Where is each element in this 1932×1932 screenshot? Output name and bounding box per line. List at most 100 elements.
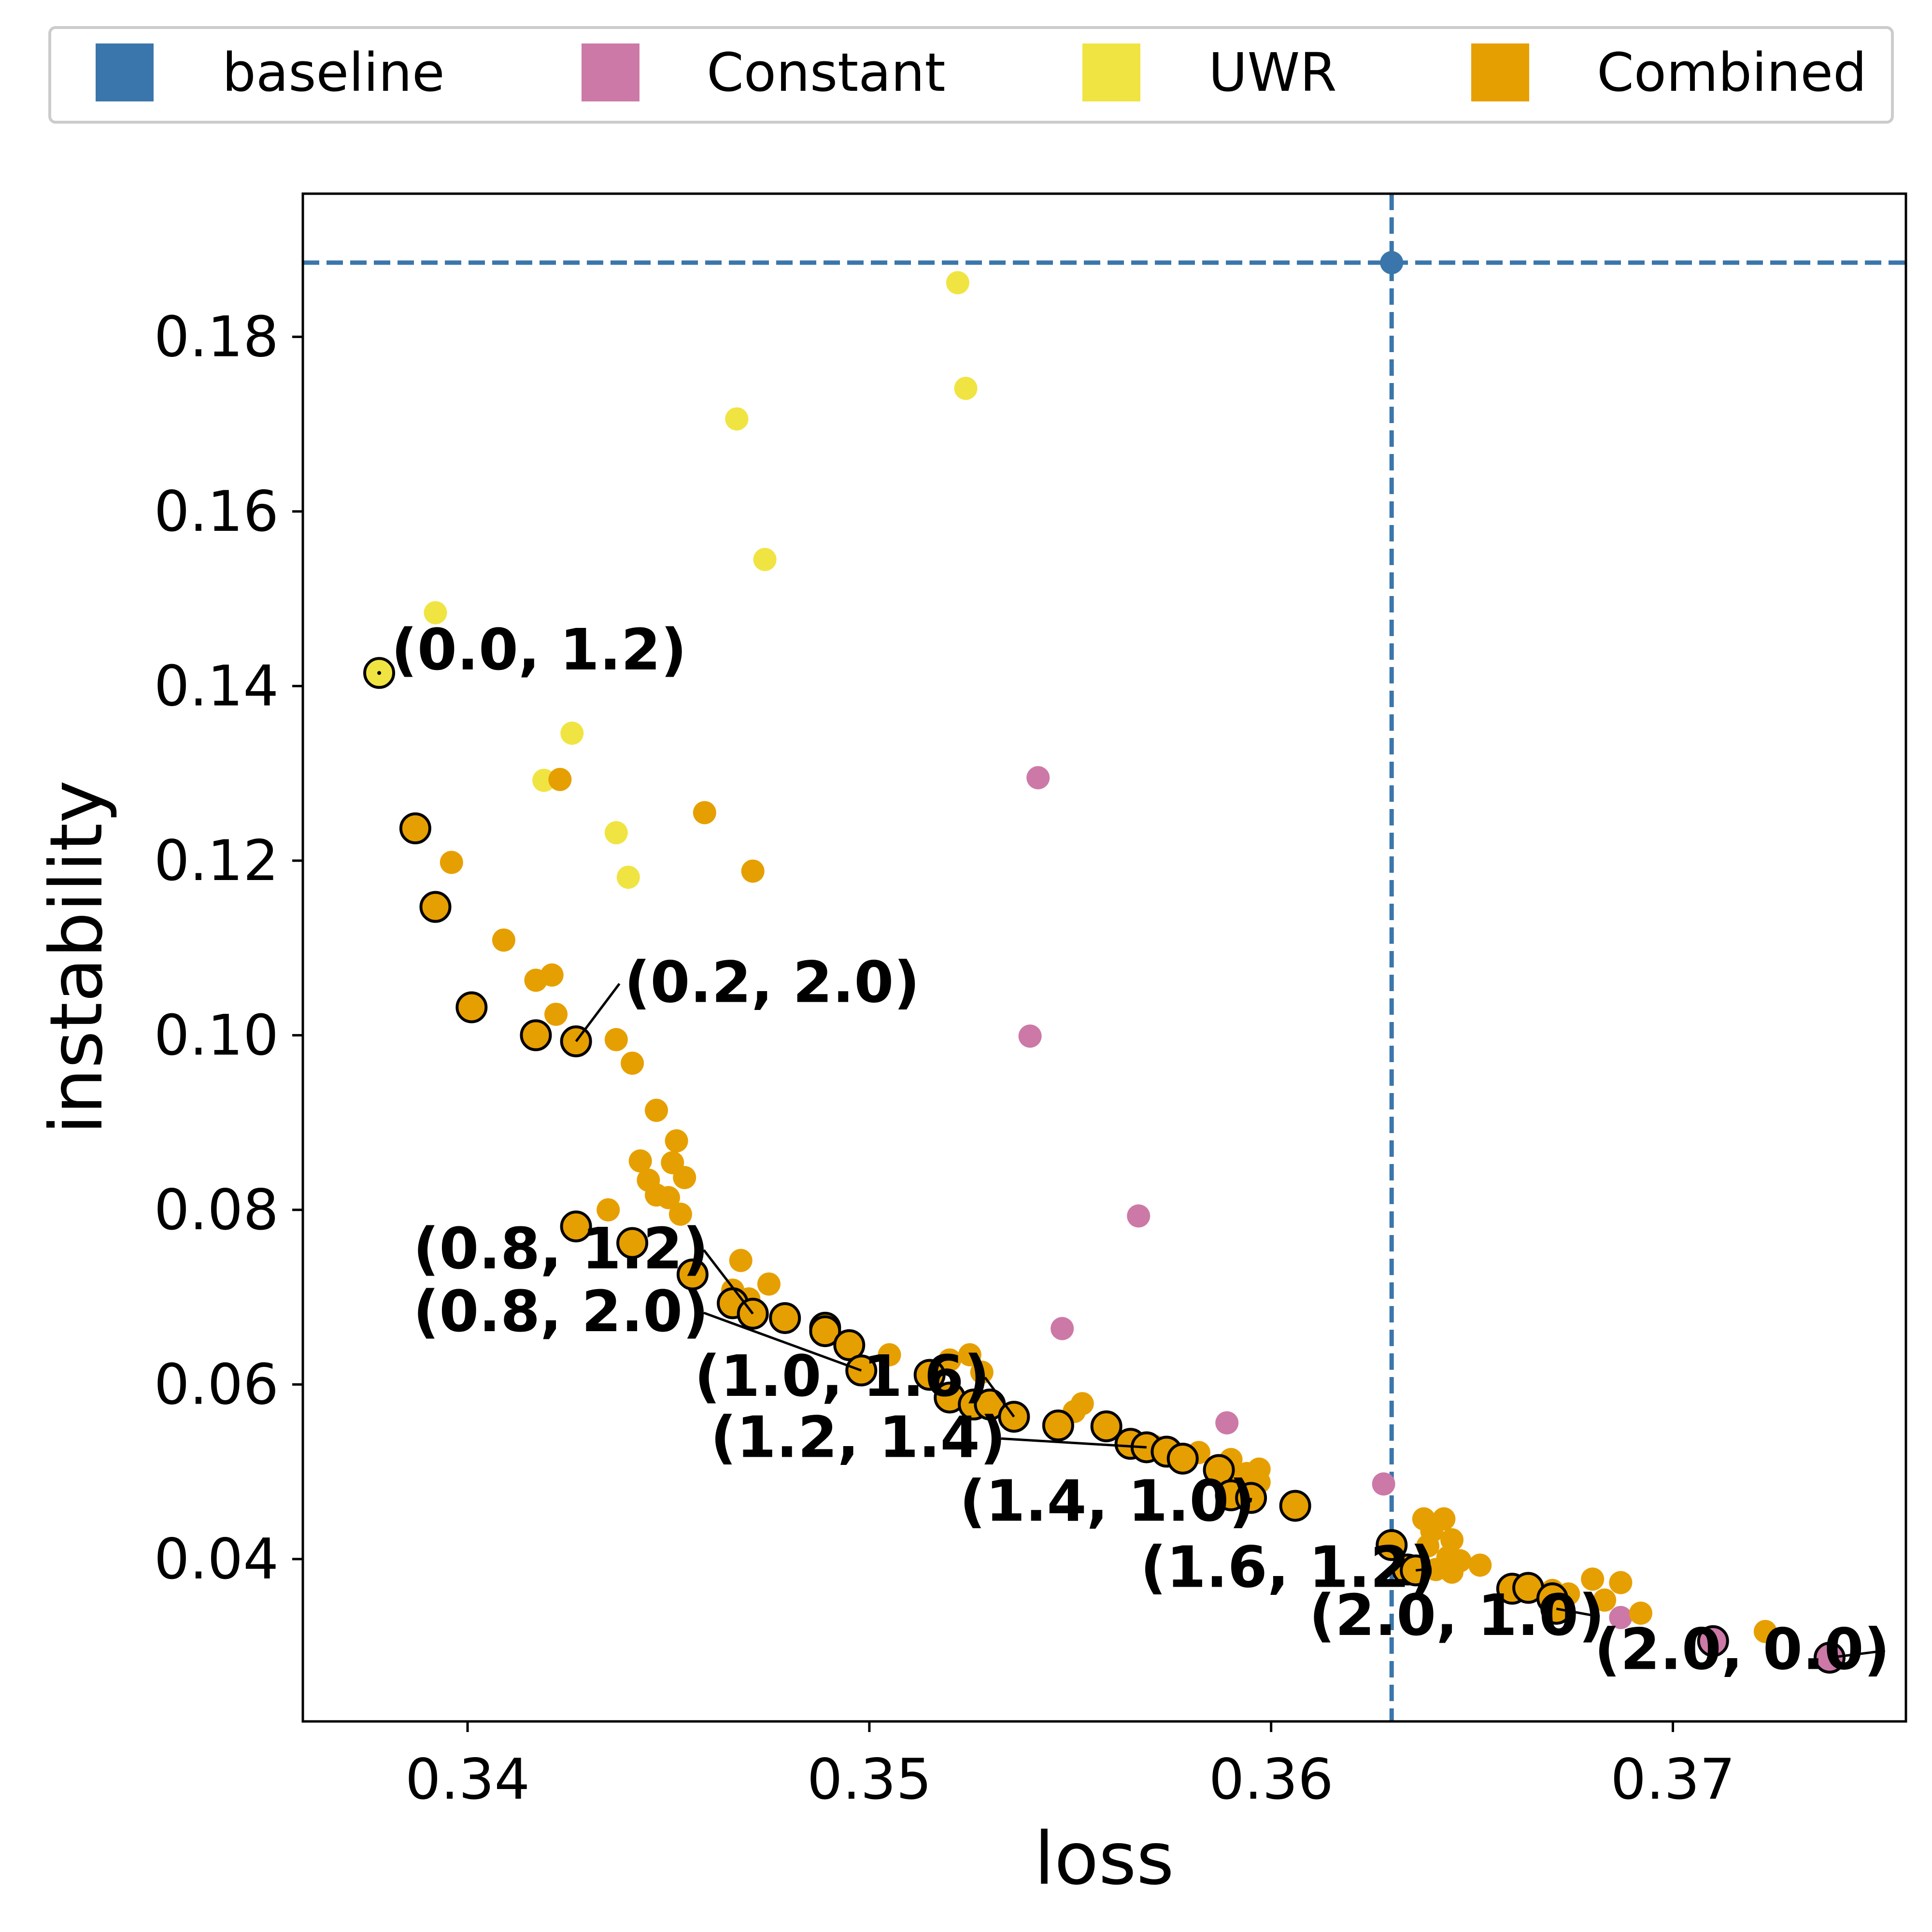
y-tick-label: 0.08 <box>154 1178 279 1243</box>
x-tick-label: 0.36 <box>1209 1747 1334 1812</box>
point-annotations: (0.0, 1.2) (0.2, 2.0) (0.8, 1.2)(0.8, 2.0)… <box>377 616 1890 1683</box>
annotation-label: (1.2, 1.4) <box>710 1404 1006 1470</box>
combined-pareto-point <box>1376 1529 1408 1561</box>
annotation-label: (0.8, 2.0) <box>413 1278 709 1345</box>
combined-point <box>621 1051 644 1075</box>
combined-pareto-point <box>769 1302 801 1334</box>
combined-point <box>970 1361 994 1384</box>
combined-point <box>604 1028 628 1051</box>
x-tick-label: 0.37 <box>1610 1747 1735 1812</box>
x-tick-label: 0.35 <box>807 1747 932 1812</box>
constant-point <box>1051 1317 1074 1340</box>
y-tick-label: 0.16 <box>154 479 279 544</box>
legend-swatch-baseline <box>96 43 154 101</box>
uwr-point <box>424 601 447 625</box>
legend-label-constant: Constant <box>707 42 946 103</box>
legend-swatch-combined <box>1471 43 1529 101</box>
combined-point <box>1468 1553 1492 1577</box>
legend-frame <box>48 26 1894 124</box>
combined-pareto-point <box>1090 1410 1122 1443</box>
combined-pareto-point <box>399 812 431 845</box>
annotation-label: (2.0, 1.0) <box>1309 1582 1605 1648</box>
annotation-leader <box>1415 1567 1432 1572</box>
combined-point <box>548 767 572 791</box>
legend-label-uwr: UWR <box>1208 42 1337 103</box>
baseline-point <box>1380 251 1404 274</box>
annotation-leader <box>1829 1649 1886 1659</box>
legend-swatch-uwr <box>1082 43 1140 101</box>
annotation-leader <box>703 1311 862 1372</box>
x-tick-label: 0.34 <box>405 1747 530 1812</box>
constant-point <box>1018 1024 1042 1048</box>
combined-pareto-point <box>419 891 452 923</box>
y-tick-label: 0.06 <box>154 1352 279 1417</box>
combined-point <box>878 1343 901 1366</box>
annotation-label: (0.8, 1.2) <box>413 1215 709 1282</box>
combined-pareto-point <box>809 1315 841 1348</box>
combined-pareto-point <box>913 1359 946 1391</box>
annotation-leader <box>1556 1607 1600 1618</box>
combined-point <box>492 928 515 952</box>
combined-point <box>1581 1567 1605 1591</box>
annotation-leader <box>1001 1437 1147 1449</box>
constant-point <box>1127 1204 1151 1228</box>
combined-point <box>693 801 716 824</box>
combined-pareto-point <box>1279 1490 1311 1522</box>
uwr-point <box>954 377 978 400</box>
annotation-label: (1.6, 1.2) <box>1140 1534 1436 1601</box>
constant-point <box>1609 1605 1633 1629</box>
annotation-marker <box>377 671 382 675</box>
annotation-leader <box>703 1249 754 1315</box>
combined-point <box>665 1129 688 1153</box>
annotation-label: (2.0, 0.0) <box>1594 1616 1890 1683</box>
combined-point <box>540 963 564 987</box>
y-axis-title: instability <box>35 780 119 1134</box>
combined-point <box>1593 1588 1617 1612</box>
combined-point <box>673 1165 696 1189</box>
combined-pareto-point <box>676 1258 709 1291</box>
legend: baseline Constant UWR Combined <box>48 26 1894 124</box>
combined-point <box>645 1098 668 1122</box>
legend-label-combined: Combined <box>1597 42 1867 103</box>
combined-point <box>668 1202 692 1226</box>
plot-frame <box>301 192 1907 1723</box>
annotation-leader <box>1249 1497 1252 1503</box>
annotation-label: (0.2, 2.0) <box>624 949 920 1016</box>
combined-pareto-point <box>616 1227 649 1259</box>
combined-pareto-point <box>1203 1454 1235 1486</box>
combined-pareto-point <box>455 991 488 1023</box>
combined-point <box>958 1343 981 1366</box>
uwr-point <box>616 866 640 889</box>
combined-point <box>544 1002 568 1026</box>
combined-point <box>1609 1571 1633 1594</box>
y-tick-label: 0.10 <box>154 1003 279 1068</box>
combined-point <box>628 1149 652 1173</box>
combined-point <box>1416 1534 1440 1558</box>
y-tick-label: 0.12 <box>154 828 279 894</box>
legend-label-baseline: baseline <box>222 42 445 103</box>
constant-point <box>1215 1411 1239 1435</box>
combined-point <box>938 1348 962 1372</box>
constant-pareto-point <box>1697 1625 1729 1657</box>
combined-point <box>741 859 765 883</box>
legend-swatch-constant <box>582 43 639 101</box>
combined-point <box>1440 1528 1464 1552</box>
baseline-lines <box>303 194 1906 1721</box>
combined-point <box>757 1272 781 1296</box>
combined-point <box>1753 1619 1777 1643</box>
combined-point <box>1629 1601 1652 1625</box>
axis-ticks: 0.34 0.35 0.36 0.37 0.04 0.06 0.08 0.10 0.12 0.14… <box>154 304 1735 1812</box>
combined-point <box>729 1249 753 1272</box>
combined-pareto-point <box>520 1019 552 1051</box>
annotation-label: (1.4, 1.0) <box>960 1467 1255 1534</box>
combined-pareto-point <box>833 1329 866 1361</box>
y-tick-label: 0.18 <box>154 304 279 369</box>
uwr-point <box>946 271 969 295</box>
uwr-point <box>604 821 628 845</box>
uwr-point <box>753 548 777 571</box>
combined-point <box>597 1198 620 1222</box>
constant-point <box>1372 1472 1395 1496</box>
annotation-leader <box>984 1377 1015 1418</box>
annotation-label: (1.0, 1.6) <box>695 1343 990 1409</box>
combined-point <box>440 851 463 874</box>
